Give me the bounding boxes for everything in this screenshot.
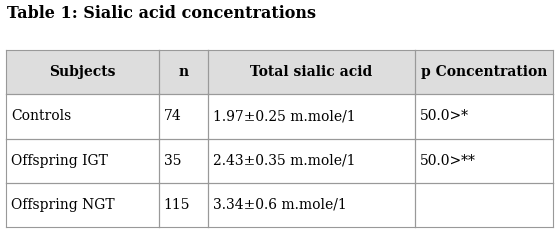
Text: Controls: Controls — [11, 109, 71, 123]
Bar — [159, 139, 208, 183]
Text: Total sialic acid: Total sialic acid — [250, 65, 373, 79]
Text: 3.34±0.6 m.mole/1: 3.34±0.6 m.mole/1 — [213, 198, 347, 212]
Text: p Concentration: p Concentration — [421, 65, 547, 79]
Text: n: n — [178, 65, 188, 79]
Text: Subjects: Subjects — [49, 65, 116, 79]
Text: 50.0>*: 50.0>* — [420, 109, 469, 123]
Text: 74: 74 — [164, 109, 182, 123]
Bar — [159, 94, 208, 139]
Bar — [159, 183, 208, 227]
Text: 2.43±0.35 m.mole/1: 2.43±0.35 m.mole/1 — [213, 154, 356, 168]
Text: 115: 115 — [164, 198, 190, 212]
Text: Offspring IGT: Offspring IGT — [11, 154, 108, 168]
Text: 1.97±0.25 m.mole/1: 1.97±0.25 m.mole/1 — [213, 109, 356, 123]
Text: 50.0>**: 50.0>** — [420, 154, 476, 168]
Bar — [159, 50, 208, 94]
Text: 35: 35 — [164, 154, 181, 168]
Text: Offspring NGT: Offspring NGT — [11, 198, 115, 212]
Text: Table 1: Sialic acid concentrations: Table 1: Sialic acid concentrations — [7, 5, 316, 22]
